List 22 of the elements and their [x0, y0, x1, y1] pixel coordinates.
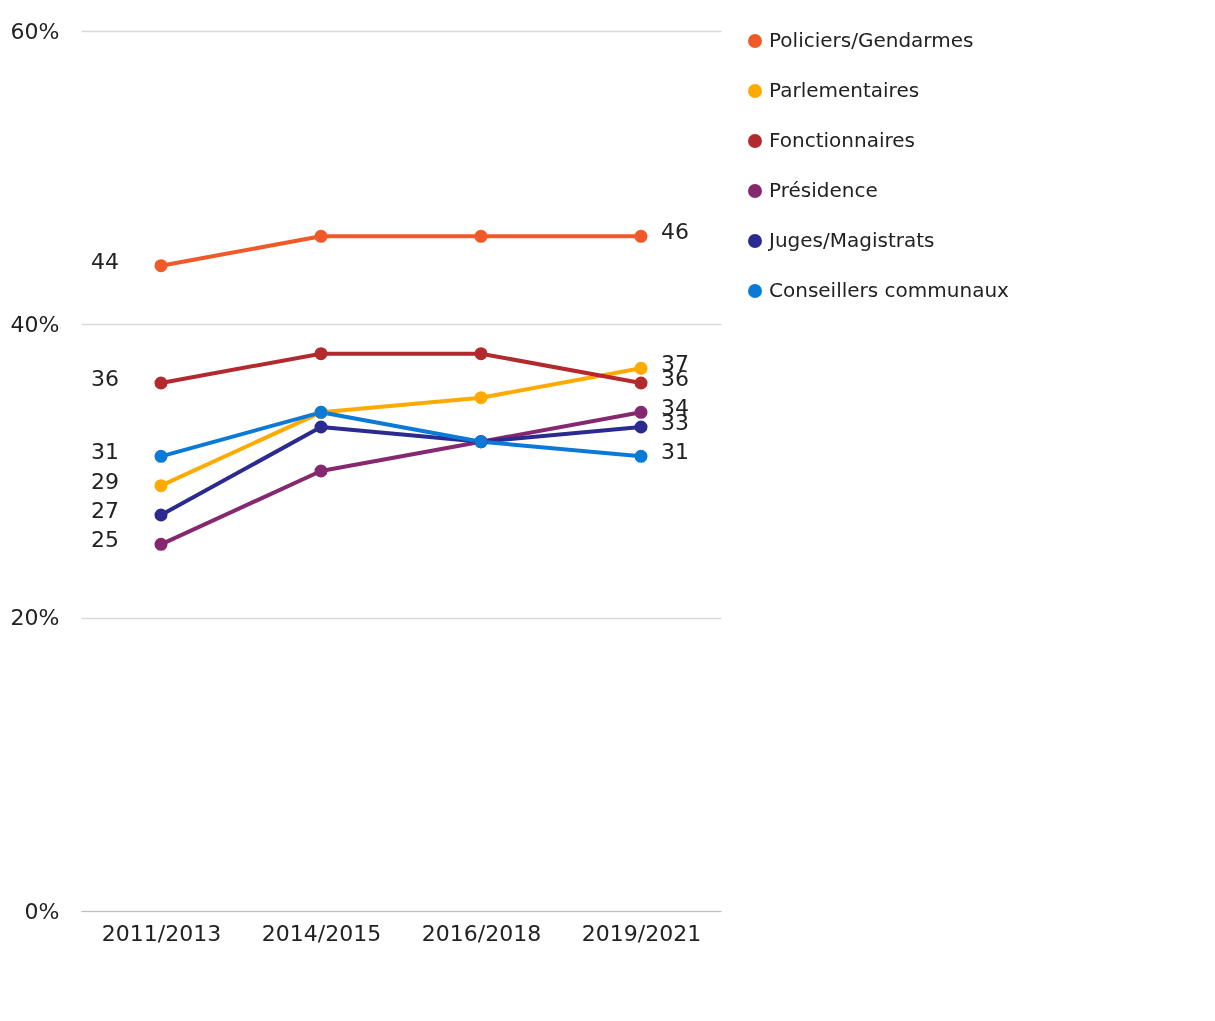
legend-label: Présidence	[769, 178, 878, 202]
legend-label: Conseillers communaux	[769, 278, 1010, 302]
data-label: 36	[91, 366, 119, 391]
x-tick-label: 2011/2013	[101, 920, 222, 946]
legend-label: Policiers/Gendarmes	[769, 28, 974, 52]
y-tick-label: 20%	[10, 605, 60, 631]
data-label: 29	[91, 468, 119, 494]
x-tick-label: 2014/2015	[261, 920, 382, 946]
x-tick-label: 2016/2018	[421, 920, 542, 946]
data-label: 25	[91, 527, 119, 553]
data-label: 31	[91, 439, 119, 465]
data-label: 27	[91, 498, 119, 523]
y-tick-label: 60%	[10, 18, 60, 44]
data-label: 31	[661, 439, 689, 465]
data-label: 46	[661, 219, 689, 245]
x-tick-label: 2019/2021	[581, 920, 702, 946]
y-tick-label: 0%	[24, 898, 60, 924]
legend-label: Parlementaires	[769, 78, 920, 102]
data-label: 44	[91, 248, 119, 274]
legend-label: Juges/Magistrats	[767, 228, 935, 252]
legend-label: Fonctionnaires	[769, 128, 916, 152]
y-tick-label: 40%	[10, 311, 60, 337]
